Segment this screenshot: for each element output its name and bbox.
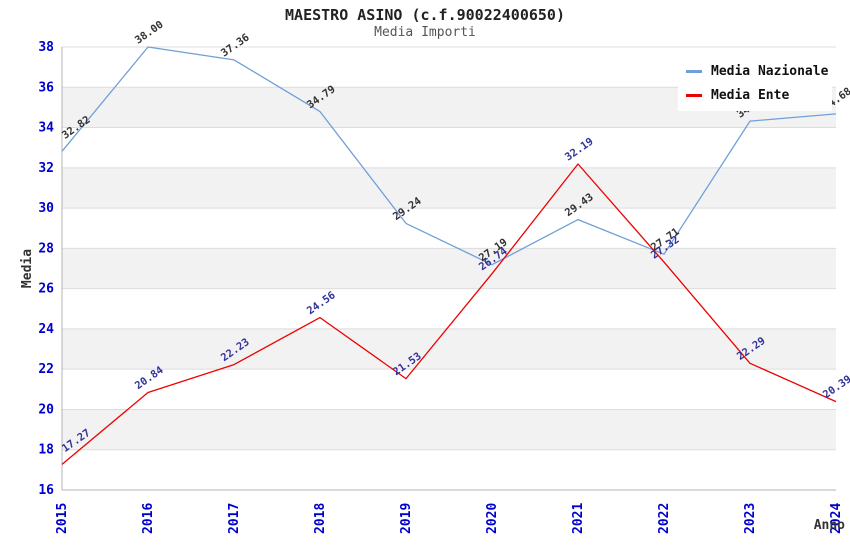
x-tick-label: 2024 [829,503,844,534]
plot-band [62,248,836,289]
plot-band [62,167,836,209]
y-tick-label: 22 [38,362,54,377]
y-tick-label: 36 [38,80,54,95]
series-line-media-nazionale [61,46,837,266]
y-axis-title: Media [20,249,35,288]
plot-band [62,409,836,450]
point-label: 38.00 [133,19,166,47]
x-tick-label: 2020 [485,503,500,534]
y-tick-label: 20 [38,402,54,417]
y-tick-label: 24 [38,322,54,337]
series-line-media-ente [61,163,837,465]
legend: Media Nazionale Media Ente [678,55,832,111]
x-axis-title: Anno [814,518,845,533]
plot-band [62,328,836,370]
x-tick-label: 2019 [399,503,414,534]
point-label: 32.19 [563,136,596,164]
x-tick-label: 2018 [313,503,328,534]
media-ente-line-swatch [686,93,702,97]
x-tick-label: 2017 [227,503,242,534]
x-tick-label: 2023 [743,503,758,534]
x-tick-label: 2016 [141,503,156,534]
chart-title: MAESTRO ASINO (c.f.90022400650) [285,6,565,24]
point-label: 37.36 [219,31,252,59]
chart-subtitle: Media Importi [374,25,476,40]
legend-label-media-nazionale: Media Nazionale [711,63,829,79]
y-tick-label: 26 [38,282,54,297]
legend-item-media-nazionale: Media Nazionale [686,59,829,83]
y-tick-label: 18 [38,443,54,458]
x-tick-label: 2021 [571,503,586,534]
point-label: 24.56 [305,289,338,317]
y-tick-label: 16 [38,483,54,498]
legend-item-media-ente: Media Ente [686,83,826,107]
y-tick-label: 34 [38,121,54,136]
legend-label-media-ente: Media Ente [711,87,790,103]
y-tick-label: 28 [38,241,54,256]
x-tick-label: 2022 [657,503,672,534]
y-tick-label: 32 [38,161,54,176]
point-label: 20.39 [821,373,850,401]
media-nazionale-line-swatch [686,69,702,73]
y-tick-label: 38 [38,40,54,55]
x-tick-label: 2015 [55,503,70,534]
y-tick-label: 30 [38,201,54,216]
